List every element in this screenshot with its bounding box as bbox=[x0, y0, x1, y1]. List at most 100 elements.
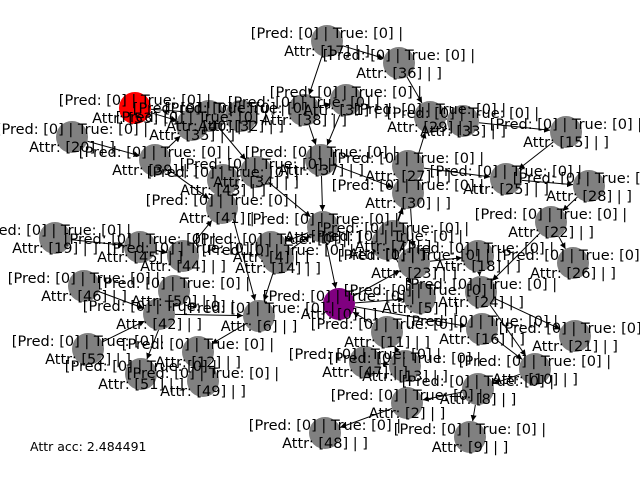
node-label-line1: [Pred: [0] | True: [0] | bbox=[127, 366, 279, 382]
node-label-nR: [Pred: [0] | True: [0] | Attr: [53] | ] bbox=[59, 93, 211, 127]
graph-node-n16 bbox=[466, 313, 498, 345]
graph-node-n5 bbox=[404, 282, 436, 314]
node-label-n35: [Pred: [0] | True: [0] | Attr: [35] | ] bbox=[116, 110, 268, 144]
graph-node-n48 bbox=[309, 417, 341, 449]
node-label-line2: Attr: [30] | ] bbox=[365, 196, 451, 212]
node-label-n17: [Pred: [0] | True: [0] | Attr: [17] | ] bbox=[251, 26, 403, 60]
graph-edge bbox=[558, 235, 566, 250]
node-label-n12: [Pred: [0] | True: [0] | Attr: [12] | ] bbox=[122, 337, 274, 371]
graph-edge bbox=[354, 296, 405, 304]
node-label-n25: [Pred: [0] | True: [0] | Attr: [25] | ] bbox=[430, 164, 582, 198]
node-label-n46: [Pred: [0] | True: [0] | Attr: [46] | ] bbox=[8, 271, 160, 305]
node-label-line1: [Pred: [0] | True: [0] | bbox=[270, 85, 422, 101]
graph-node-n38 bbox=[288, 94, 320, 126]
graph-node-n39 bbox=[139, 144, 171, 176]
graph-node-n24 bbox=[465, 276, 497, 308]
graph-edge bbox=[192, 220, 213, 244]
node-label-line1: [Pred: [0] | True: [0] | bbox=[183, 301, 335, 317]
node-label-line2: Attr: [14] | ] bbox=[235, 261, 321, 277]
graph-edge bbox=[562, 196, 578, 212]
node-label-n30: [Pred: [0] | True: [0] | Attr: [30] | ] bbox=[332, 178, 484, 212]
graph-node-n36 bbox=[383, 47, 415, 79]
node-label-line1: [Pred: [0] | True: [0] | bbox=[475, 207, 627, 223]
graph-edge bbox=[354, 306, 467, 329]
node-label-line1: [Pred: [0] | True: [0] | bbox=[247, 212, 399, 228]
node-label-n43: [Pred: [0] | True: [0] | Attr: [43] | ] bbox=[147, 165, 299, 199]
node-label-line1: [Pred: [0] | True: [0] | bbox=[317, 221, 469, 237]
graph-node-n11 bbox=[371, 316, 403, 348]
node-label-line1: [Pred: [0] | True: [0] | bbox=[83, 299, 235, 315]
node-label-line1: [Pred: [0] | True: [0] | bbox=[245, 145, 397, 161]
node-label-line2: Attr: [49] | ] bbox=[160, 384, 246, 400]
node-label-line2: Attr: [21] | ] bbox=[532, 339, 618, 355]
node-label-n47: [Pred: [0] | True: [0] | Attr: [47] | ] bbox=[289, 347, 441, 381]
node-label-line1: [Pred: [0] | True: [0] | bbox=[354, 102, 506, 118]
graph-node-n30 bbox=[392, 177, 424, 209]
node-label-n21: [Pred: [0] | True: [0] | Attr: [21] | ] bbox=[499, 321, 640, 355]
node-label-n50: [Pred: [0] | True: [0] | Attr: [50] | ] bbox=[98, 276, 250, 310]
graph-edge bbox=[422, 391, 463, 402]
node-label-line2: Attr: [47] | ] bbox=[322, 365, 408, 381]
node-label-n16: [Pred: [0] | True: [0] | Attr: [16] | ] bbox=[406, 314, 558, 348]
node-label-line2: Attr: [38] | ] bbox=[261, 113, 347, 129]
node-label-n8: [Pred: [0] | True: [0] | Attr: [8] | ] bbox=[402, 374, 554, 408]
node-label-line1: [Pred: [0] | True: [0] | bbox=[249, 418, 401, 434]
graph-node-n21 bbox=[559, 320, 591, 352]
graph-node-n17 bbox=[311, 25, 343, 57]
node-label-line1: [Pred: [0] | True: [0] | bbox=[65, 359, 217, 375]
node-label-line2: Attr: [13] | ] bbox=[362, 369, 448, 385]
graph-node-n31 bbox=[330, 84, 362, 116]
graph-node-n13 bbox=[389, 350, 421, 382]
node-label-n29: [Pred: [0] | True: [0] | Attr: [29] | ] bbox=[354, 102, 506, 136]
node-label-line2: Attr: [3] | ] bbox=[285, 230, 362, 246]
graph-edge bbox=[423, 167, 491, 180]
node-label-line1: [Pred: [0] | True: [0] | bbox=[122, 337, 274, 353]
graph-node-n47 bbox=[349, 346, 381, 378]
node-label-line2: Attr: [50] | ] bbox=[131, 294, 217, 310]
node-label-line2: Attr: [9] | ] bbox=[432, 440, 509, 456]
graph-edge bbox=[326, 114, 341, 146]
node-label-line1: [Pred: [0] | True: [0] | bbox=[0, 122, 148, 138]
node-label-n41: [Pred: [0] | True: [0] | Attr: [41] | ] bbox=[146, 193, 298, 227]
node-label-line2: Attr: [46] | ] bbox=[41, 289, 127, 305]
graph-edge bbox=[290, 235, 311, 250]
node-label-line2: Attr: [18] | ] bbox=[435, 259, 521, 275]
graph-edge bbox=[319, 175, 326, 212]
node-label-line1: [Pred: [0] | True: [0] | bbox=[387, 106, 539, 122]
node-label-line1: [Pred: [0] | True: [0] | bbox=[332, 178, 484, 194]
graph-node-n34 bbox=[240, 156, 272, 188]
graph-node-n9 bbox=[454, 421, 486, 453]
node-label-line1: [Pred: [0] | True: [0] | bbox=[402, 241, 554, 257]
node-label-n27: [Pred: [0] | True: [0] | Attr: [27] | ] bbox=[332, 151, 484, 185]
node-label-n13: [Pred: [0] | True: [0] | Attr: [13] | ] bbox=[329, 351, 481, 385]
node-label-line1: [Pred: [0] | True: [0] | bbox=[98, 276, 250, 292]
graph-node-n33 bbox=[447, 105, 479, 137]
node-label-line2: Attr: [44] | ] bbox=[140, 259, 226, 275]
node-label-line2: Attr: [19] | ] bbox=[12, 241, 98, 257]
edge-layer bbox=[70, 45, 578, 429]
graph-node-n37 bbox=[305, 144, 337, 176]
graph-edge bbox=[335, 165, 394, 189]
graph-edge bbox=[380, 360, 390, 367]
node-label-n26: [Pred: [0] | True: [0] | Attr: [26] | ] bbox=[497, 248, 640, 282]
node-label-line2: Attr: [40] | ] bbox=[166, 119, 252, 135]
node-label-n6: [Pred: [0] | True: [0] | Attr: [6] | ] bbox=[183, 301, 335, 335]
graph-node-n27 bbox=[392, 150, 424, 182]
graph-edge bbox=[352, 311, 374, 325]
graph-edge bbox=[492, 373, 521, 385]
node-label-n33: [Pred: [0] | True: [0] | Attr: [33] | ] bbox=[387, 106, 539, 140]
node-label-line1: [Pred: [0] | True: [0] | bbox=[107, 241, 259, 257]
node-label-line1: [Pred: [0] | True: [0] | bbox=[0, 223, 131, 239]
node-label-line2: Attr: [41] | ] bbox=[179, 211, 265, 227]
graph-edge bbox=[319, 102, 331, 109]
node-label-line1: [Pred: [0] | True: [0] | bbox=[289, 347, 441, 363]
node-label-n10: [Pred: [0] | True: [0] | Attr: [10] | ] bbox=[459, 354, 611, 388]
graph-node-n25 bbox=[490, 163, 522, 195]
node-label-line1: [Pred: [0] | True: [0] | bbox=[263, 289, 415, 305]
node-label-line2: Attr: [5] | ] bbox=[382, 301, 459, 317]
node-label-n22: [Pred: [0] | True: [0] | Attr: [22] | ] bbox=[475, 207, 627, 241]
node-label-line2: Attr: [24] | ] bbox=[438, 295, 524, 311]
node-label-line2: Attr: [35] | ] bbox=[149, 128, 235, 144]
node-label-n39: [Pred: [0] | True: [0] | Attr: [39] | ] bbox=[79, 145, 231, 179]
node-label-line2: Attr: [16] | ] bbox=[439, 332, 525, 348]
